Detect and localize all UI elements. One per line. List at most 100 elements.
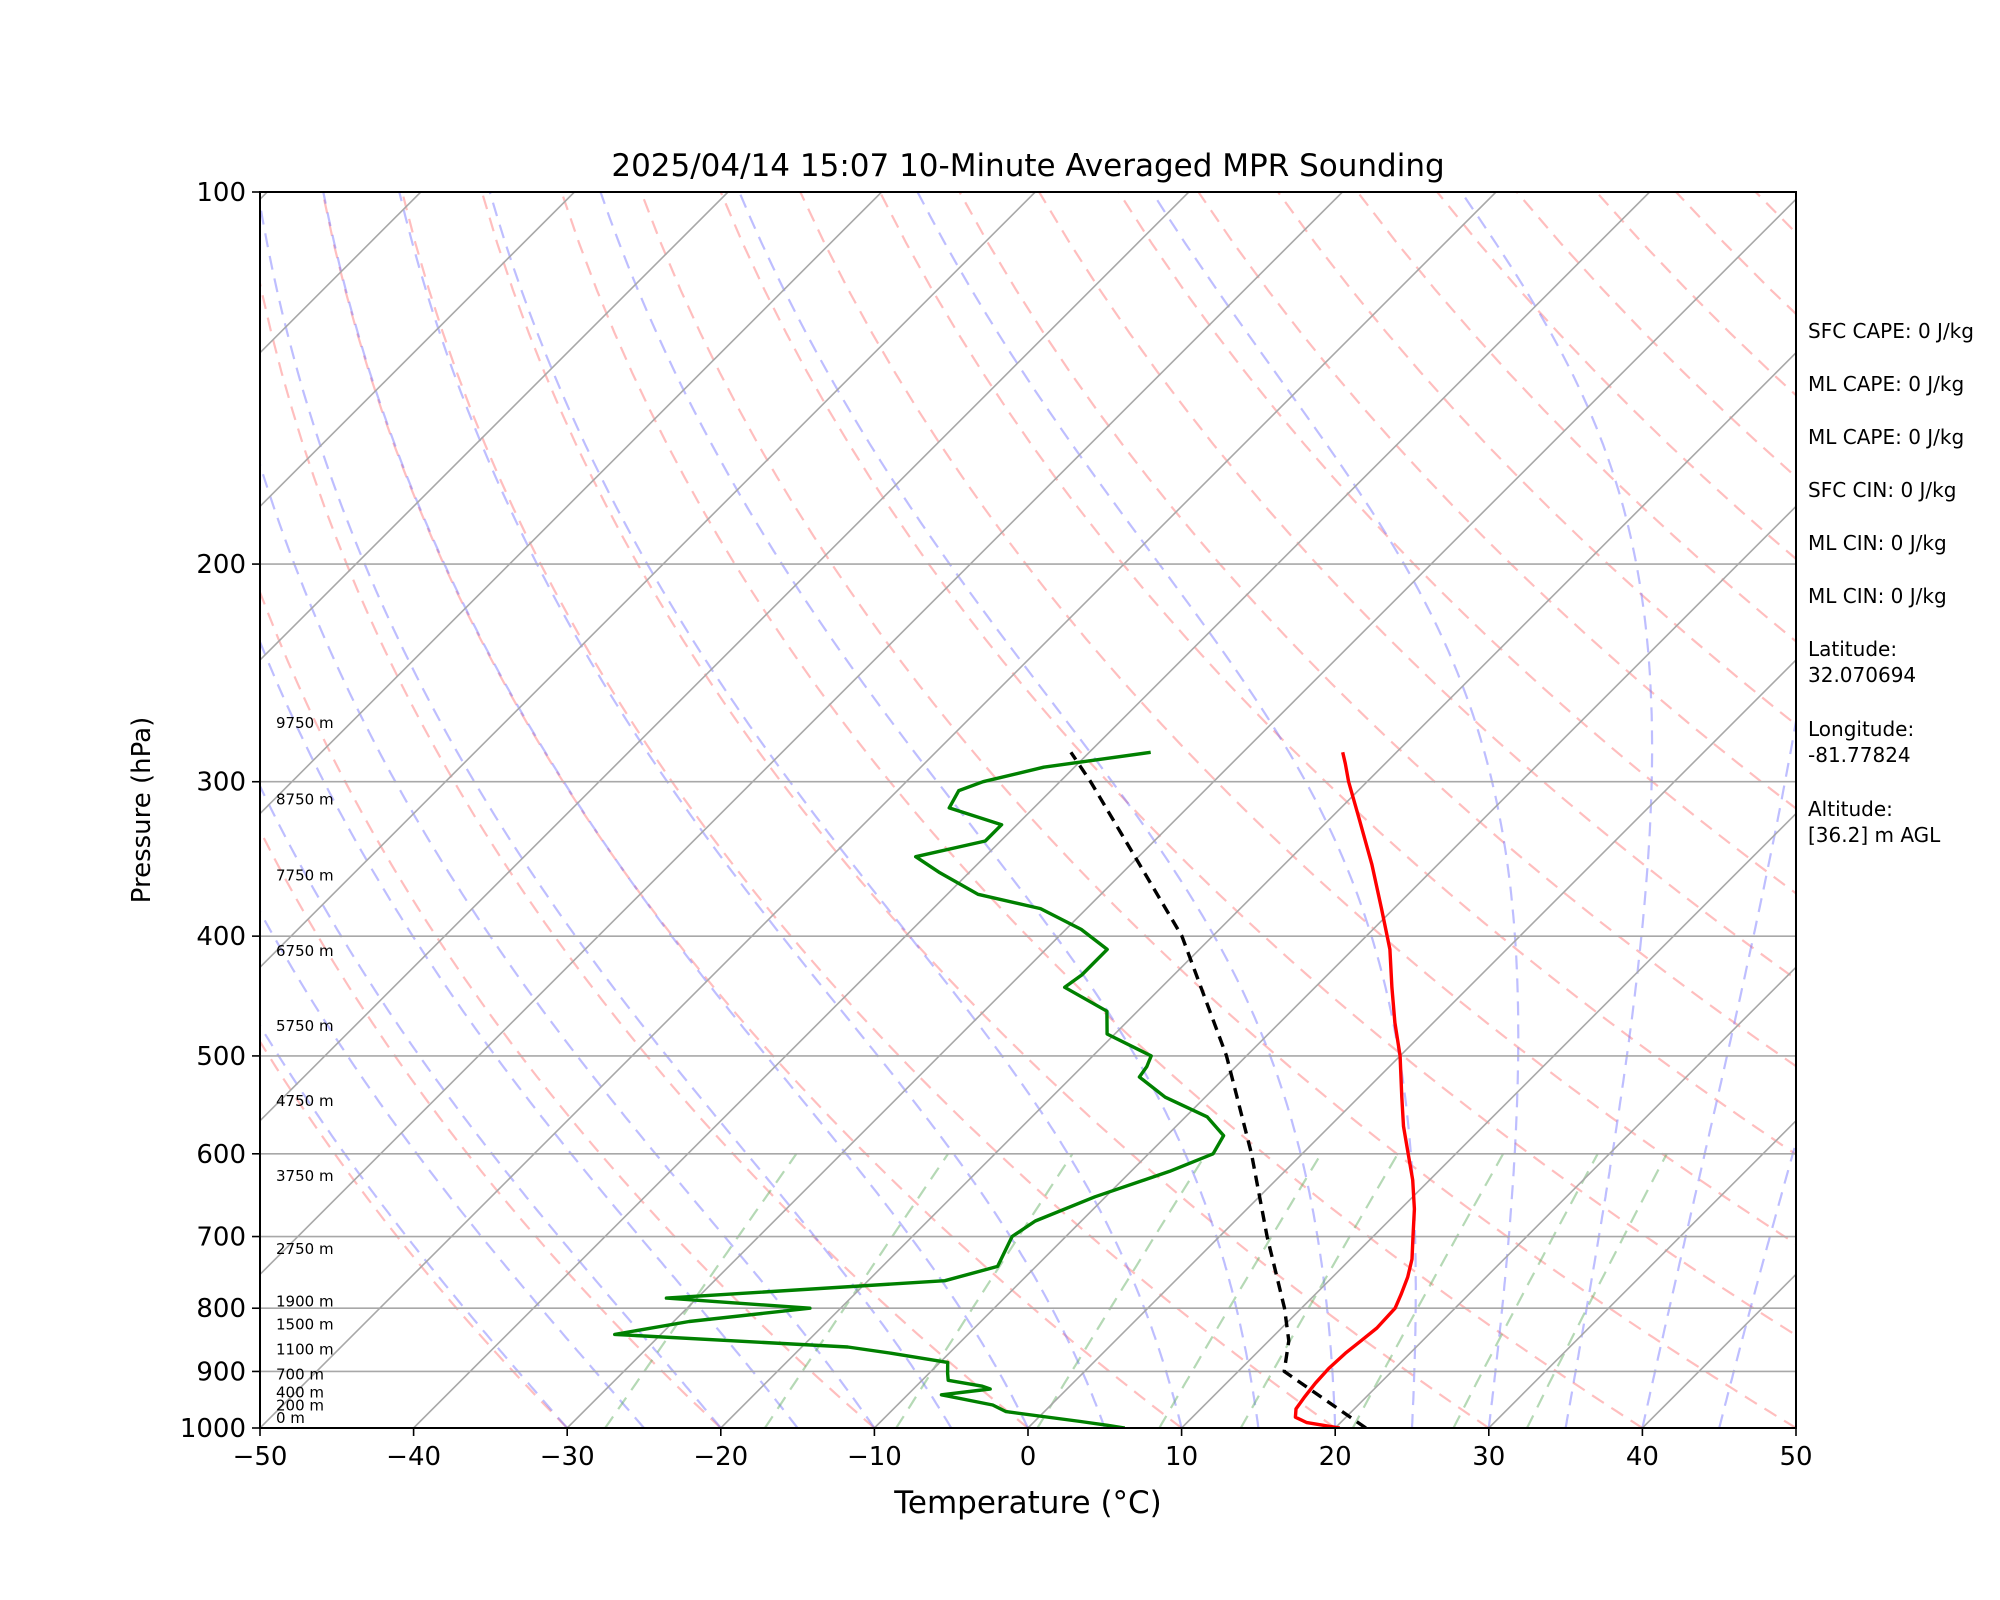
dry-adiabat — [401, 192, 1336, 1428]
isotherm — [260, 192, 575, 508]
height-label: 7750 m — [276, 867, 334, 885]
moist-adiabat — [260, 639, 799, 1428]
isotherm — [0, 192, 114, 1428]
longitude-info: Longitude: -81.77824 — [1808, 716, 1998, 768]
chart-series — [613, 750, 1417, 1428]
mixing-ratio-line — [1452, 1153, 1599, 1428]
isotherm — [413, 192, 1651, 1428]
x-tick-label: −10 — [847, 1442, 902, 1472]
height-label: 3750 m — [276, 1167, 334, 1185]
y-tick-label: 1000 — [180, 1414, 246, 1444]
dry-adiabat — [321, 192, 1183, 1428]
height-label: 1100 m — [276, 1340, 334, 1358]
moist-adiabat — [260, 1023, 569, 1428]
dry-adiabat — [480, 192, 1490, 1428]
isotherm — [260, 192, 1036, 969]
ml-cape-stat-2: ML CAPE: 0 J/kg — [1808, 425, 1965, 449]
longitude-label: Longitude: — [1808, 717, 1915, 741]
isotherm — [873, 505, 1796, 1428]
moist-adiabat — [599, 192, 1260, 1428]
mixing-ratio-line — [1036, 1153, 1207, 1428]
y-tick-label: 200 — [196, 550, 246, 580]
height-label: 5750 m — [276, 1017, 334, 1035]
height-label: 8750 m — [276, 791, 334, 809]
isotherm — [260, 192, 883, 815]
dry-adiabat — [260, 589, 876, 1428]
sfc-cin-stat: SFC CIN: 0 J/kg — [1808, 478, 1957, 502]
chart-grid — [0, 192, 1796, 1428]
moist-adiabat — [916, 192, 1417, 1428]
dewpoint-line — [613, 750, 1226, 1428]
sfc-cape-stat: SFC CAPE: 0 J/kg — [1808, 319, 1974, 343]
isotherm — [260, 192, 1190, 1122]
isotherm — [720, 351, 1796, 1428]
height-label: 9750 m — [276, 714, 334, 732]
dry-adiabat — [560, 192, 1643, 1428]
moist-adiabat — [1641, 715, 1796, 1428]
chart-title: 2025/04/14 15:07 10-Minute Averaged MPR … — [611, 148, 1444, 184]
altitude-info: Altitude: [36.2] m AGL — [1808, 796, 1998, 848]
height-label: 700 m — [276, 1365, 324, 1383]
y-tick-label: 800 — [196, 1294, 246, 1324]
isotherm — [260, 192, 729, 662]
dry-adiabat — [878, 192, 1796, 1156]
x-tick-label: −20 — [693, 1442, 748, 1472]
y-tick-label: 300 — [196, 768, 246, 798]
y-tick-label: 100 — [196, 178, 246, 208]
latitude-label: Latitude: — [1808, 637, 1898, 661]
sounding-info-panel: SFC CAPE: 0 J/kg ML CAPE: 0 J/kg ML CAPE… — [1808, 318, 1998, 876]
ml-cin-stat: ML CIN: 0 J/kg — [1808, 531, 1947, 555]
isotherm — [1181, 812, 1796, 1428]
x-tick-label: 10 — [1165, 1442, 1198, 1472]
height-label: 1500 m — [276, 1315, 334, 1333]
y-tick-label: 900 — [196, 1357, 246, 1387]
y-tick-label: 700 — [196, 1223, 246, 1253]
axis-ticks: −50 −40 −30 −20 −10 0 10 20 30 40 50 100 200 300 400 50… — [180, 178, 1813, 1472]
dry-adiabat — [1277, 192, 1796, 727]
mixing-ratio-line — [1158, 1153, 1322, 1428]
moist-adiabat — [1151, 192, 1520, 1428]
height-label: 0 m — [276, 1409, 305, 1427]
longitude-value: -81.77824 — [1808, 743, 1911, 767]
parcel-path-line — [1069, 751, 1367, 1428]
altitude-value: [36.2] m AGL — [1808, 823, 1941, 847]
x-tick-label: −50 — [233, 1442, 288, 1472]
dry-adiabat — [958, 192, 1796, 1068]
y-tick-label: 600 — [196, 1140, 246, 1170]
y-tick-label: 500 — [196, 1042, 246, 1072]
isotherm — [260, 192, 1343, 1276]
moist-adiabat — [1460, 192, 1654, 1428]
moist-adiabat — [260, 197, 953, 1428]
height-label: 400 m — [276, 1384, 324, 1402]
height-label: 1900 m — [276, 1293, 334, 1311]
latitude-info: Latitude: 32.070694 — [1808, 636, 1998, 688]
dry-adiabat — [799, 192, 1796, 1246]
moist-adiabat — [398, 192, 1106, 1428]
moist-adiabat — [488, 192, 1183, 1428]
dry-adiabat — [260, 828, 722, 1428]
moist-adiabat — [260, 909, 645, 1428]
moist-adiabat — [260, 783, 722, 1428]
ml-cin-stat-2: ML CIN: 0 J/kg — [1808, 584, 1947, 608]
isotherm — [260, 192, 1497, 1428]
x-tick-label: 40 — [1626, 1442, 1659, 1472]
isotherm — [1334, 966, 1796, 1428]
height-label: 6750 m — [276, 942, 334, 960]
isotherm — [1488, 1119, 1796, 1428]
isotherm — [566, 198, 1796, 1428]
x-tick-label: −30 — [540, 1442, 595, 1472]
dry-adiabat — [719, 192, 1796, 1337]
temperature-line — [1293, 751, 1417, 1428]
height-label: 4750 m — [276, 1092, 334, 1110]
dry-adiabat — [260, 1039, 568, 1428]
height-label: 200 m — [276, 1397, 324, 1415]
dry-adiabat — [640, 192, 1796, 1428]
y-axis-label: Pressure (hPa) — [127, 717, 157, 904]
y-tick-label: 400 — [196, 922, 246, 952]
dry-adiabat — [1038, 192, 1796, 981]
latitude-value: 32.070694 — [1808, 663, 1917, 687]
isotherm — [1027, 658, 1796, 1428]
x-tick-label: −40 — [386, 1442, 441, 1472]
